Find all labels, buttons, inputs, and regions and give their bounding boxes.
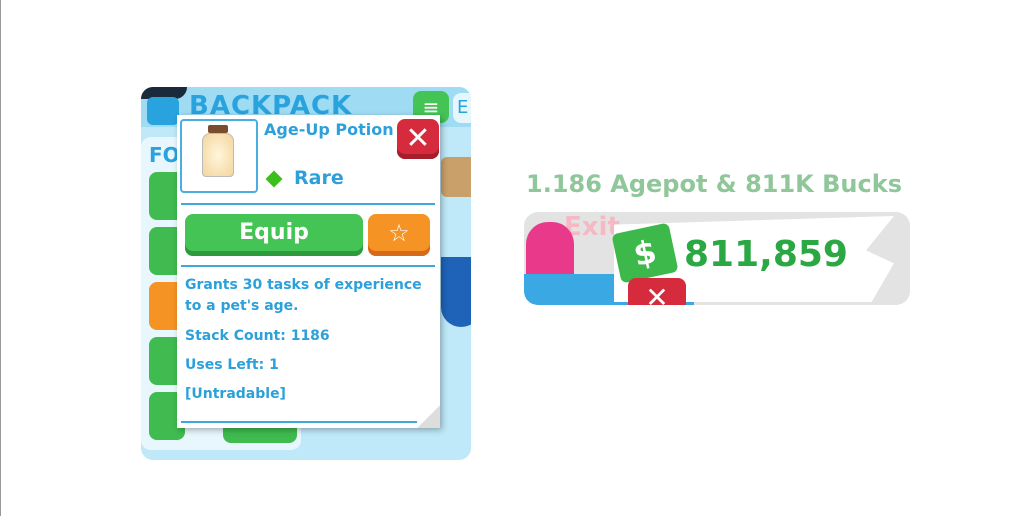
backpack-icon [147, 97, 179, 125]
bowl-item[interactable] [441, 257, 471, 327]
headline: 1.186 Agepot & 811K Bucks [526, 170, 902, 198]
item-tooltip: Age-Up Potion ✕ Rare Equip ☆ Grants 30 t… [177, 115, 440, 428]
item-rarity: Rare [294, 167, 344, 189]
divider [181, 421, 417, 423]
potion-cork [208, 125, 228, 133]
bucks-amount: 811,859 [684, 234, 848, 275]
star-icon: ☆ [388, 219, 410, 247]
header-button[interactable]: E [453, 93, 471, 123]
background-text: Exit [564, 212, 620, 242]
page-curl [417, 405, 440, 428]
corner-decoration [141, 87, 187, 99]
close-icon[interactable]: ✕ [628, 278, 686, 305]
divider [181, 265, 435, 267]
item-description: Grants 30 tasks of experience to a pet's… [185, 277, 422, 314]
equip-button[interactable]: Equip [185, 214, 363, 256]
favorite-button[interactable]: ☆ [368, 214, 430, 256]
divider [181, 203, 435, 205]
uses-left: Uses Left: 1 [185, 357, 279, 373]
item-thumbnail [180, 119, 258, 193]
left-border [0, 0, 1, 516]
rarity-gem-icon [265, 170, 283, 188]
close-icon[interactable]: ✕ [397, 119, 439, 159]
potion-icon [202, 133, 234, 177]
tradability: [Untradable] [185, 386, 286, 402]
item-name: Age-Up Potion [264, 120, 394, 139]
bucks-panel: Exit 25x $ 811,859 ✕ [524, 212, 910, 305]
category-label: FO [149, 143, 180, 167]
sandwich-item[interactable] [441, 157, 471, 197]
stack-count: Stack Count: 1186 [185, 328, 330, 344]
